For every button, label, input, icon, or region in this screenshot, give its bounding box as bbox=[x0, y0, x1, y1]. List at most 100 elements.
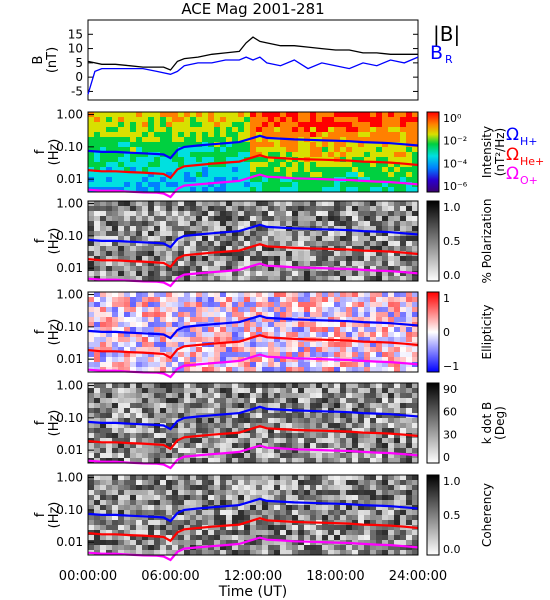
spectrogram-cell bbox=[136, 182, 143, 188]
spectrogram-cell bbox=[190, 292, 197, 298]
spectrogram-cell bbox=[88, 398, 95, 404]
spectrogram-cell bbox=[88, 545, 95, 551]
spectrogram-cell bbox=[172, 485, 179, 491]
spectrogram-cell bbox=[316, 132, 323, 138]
spectrogram-cell bbox=[298, 535, 305, 541]
spectrogram-cell bbox=[412, 211, 419, 217]
spectrogram-cell bbox=[88, 388, 95, 394]
spectrogram-cell bbox=[148, 428, 155, 434]
spectrogram-cell bbox=[280, 127, 287, 133]
spectrogram-cell bbox=[172, 453, 179, 459]
spectrogram-cell bbox=[178, 495, 185, 501]
spectrogram-cell bbox=[112, 201, 119, 207]
spectrogram-cell bbox=[376, 317, 383, 323]
spectrogram-cell bbox=[160, 475, 167, 481]
spectrogram-cell bbox=[262, 137, 269, 143]
spectrogram-cell bbox=[328, 162, 335, 168]
spectrogram-cell bbox=[148, 206, 155, 212]
spectrogram-cell bbox=[94, 352, 101, 358]
spectrogram-cell bbox=[334, 322, 341, 328]
spectrogram-cell bbox=[346, 127, 353, 133]
spectrogram-cell bbox=[352, 187, 359, 193]
spectrogram-cell bbox=[316, 423, 323, 429]
spectrogram-cell bbox=[412, 530, 419, 536]
spectrogram-cell bbox=[400, 495, 407, 501]
spectrogram-cell bbox=[394, 443, 401, 449]
spectrogram-cell bbox=[274, 453, 281, 459]
spectrogram-cell bbox=[262, 458, 269, 464]
spectrogram-cell bbox=[214, 408, 221, 414]
spectrogram-cell bbox=[112, 433, 119, 439]
spectrogram-cell bbox=[388, 127, 395, 133]
spectrogram-cell bbox=[100, 292, 107, 298]
spectrogram-cell bbox=[352, 297, 359, 303]
spectrogram-cell bbox=[406, 403, 413, 409]
spectrogram-cell bbox=[250, 347, 257, 353]
spectrogram-cell bbox=[334, 510, 341, 516]
spectrogram-cell bbox=[250, 540, 257, 546]
spectrogram-cell bbox=[154, 226, 161, 232]
spectrogram-cell bbox=[130, 438, 137, 444]
spectrogram-cell bbox=[226, 177, 233, 183]
spectrogram-cell bbox=[244, 490, 251, 496]
spectrogram-cell bbox=[196, 510, 203, 516]
spectrogram-cell bbox=[136, 256, 143, 262]
spectrogram-cell bbox=[148, 266, 155, 272]
spectrogram-cell bbox=[256, 453, 263, 459]
spectrogram-cell bbox=[220, 201, 227, 207]
spectrogram-cell bbox=[388, 251, 395, 257]
spectrogram-cell bbox=[154, 362, 161, 368]
spectrogram-cell bbox=[250, 530, 257, 536]
spectrogram-cell bbox=[232, 530, 239, 536]
spectrogram-cell bbox=[322, 241, 329, 247]
spectrogram-cell bbox=[352, 525, 359, 531]
spectrogram-cell bbox=[166, 241, 173, 247]
spectrogram-cell bbox=[364, 342, 371, 348]
spectrogram-cell bbox=[172, 342, 179, 348]
spectrogram-cell bbox=[94, 266, 101, 272]
spectrogram-cell bbox=[172, 540, 179, 546]
spectrogram-cell bbox=[118, 221, 125, 227]
spectrogram-cell bbox=[160, 418, 167, 424]
spectrogram-cell bbox=[226, 413, 233, 419]
spectrogram-cell bbox=[274, 256, 281, 262]
spectrogram-cell bbox=[142, 122, 149, 128]
spectrogram-cell bbox=[178, 505, 185, 511]
spectrogram-cell bbox=[232, 142, 239, 148]
spectrogram-cell bbox=[220, 152, 227, 158]
spectrogram-cell bbox=[280, 540, 287, 546]
spectrogram-cell bbox=[226, 246, 233, 252]
spectrogram-cell bbox=[214, 352, 221, 358]
spectrogram-cell bbox=[388, 515, 395, 521]
spectrogram-cell bbox=[364, 448, 371, 454]
spectrogram-cell bbox=[292, 413, 299, 419]
spectrogram-cell bbox=[352, 367, 359, 373]
spectrogram-cell bbox=[124, 458, 131, 464]
spectrogram-cell bbox=[358, 236, 365, 242]
spectrogram-cell bbox=[316, 292, 323, 298]
spectrogram-cell bbox=[190, 216, 197, 222]
spectrogram-cell bbox=[388, 475, 395, 481]
spectrogram-cell bbox=[412, 383, 419, 389]
spectrogram-cell bbox=[346, 182, 353, 188]
spectrogram-cell bbox=[148, 112, 155, 118]
spectrogram-cell bbox=[184, 297, 191, 303]
spectrogram-cell bbox=[382, 520, 389, 526]
spectrogram-cell bbox=[202, 216, 209, 222]
spectrogram-cell bbox=[220, 122, 227, 128]
spectrogram-cell bbox=[346, 152, 353, 158]
spectrogram-cell bbox=[328, 122, 335, 128]
spectrogram-cell bbox=[268, 352, 275, 358]
spectrogram-cell bbox=[118, 167, 125, 173]
spectrogram-cell bbox=[232, 206, 239, 212]
spectrogram-cell bbox=[238, 362, 245, 368]
spectrogram-cell bbox=[172, 162, 179, 168]
spectrogram-cell bbox=[244, 550, 251, 556]
spectrogram-cell bbox=[166, 505, 173, 511]
spectrogram-cell bbox=[280, 182, 287, 188]
spectrogram-cell bbox=[400, 206, 407, 212]
spectrogram-cell bbox=[268, 322, 275, 328]
spectrogram-cell bbox=[232, 251, 239, 257]
spectrogram-cell bbox=[370, 342, 377, 348]
spectrogram-cell bbox=[118, 357, 125, 363]
